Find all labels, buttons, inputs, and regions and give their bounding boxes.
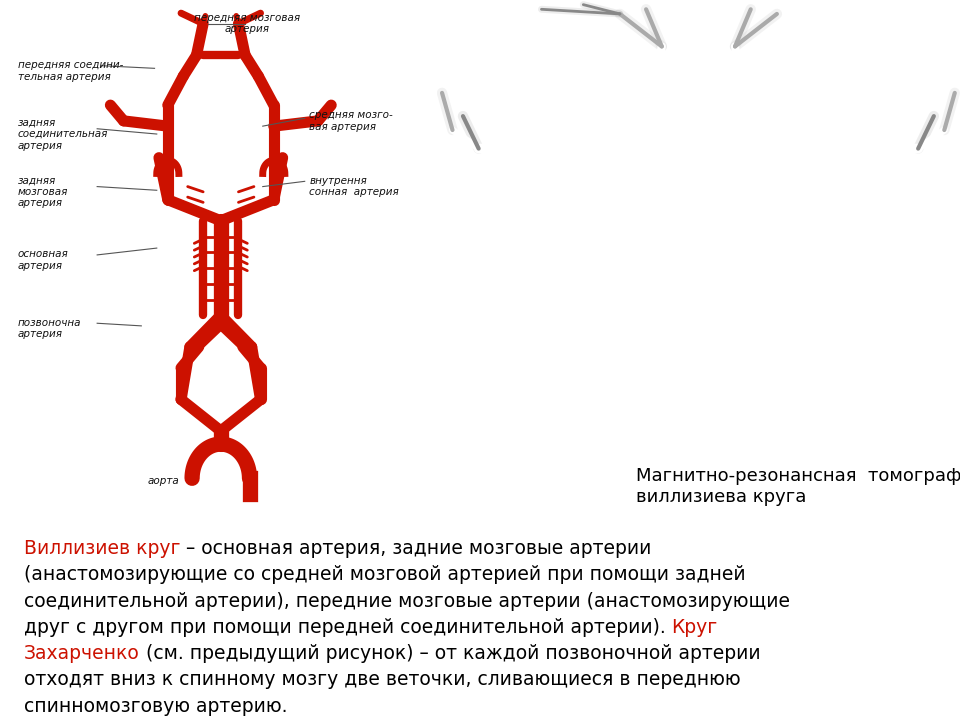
Text: задняя
соединительная
артерия: задняя соединительная артерия <box>17 117 108 150</box>
Text: Захарченко: Захарченко <box>24 644 139 663</box>
Text: спинномозговую артерию.: спинномозговую артерию. <box>24 697 287 716</box>
Text: позвоночна
артерия: позвоночна артерия <box>17 318 82 339</box>
Text: Виллизиев круг: Виллизиев круг <box>24 539 180 558</box>
Text: Магнитно-резонансная  томография
виллизиева круга: Магнитно-резонансная томография виллизие… <box>636 467 960 506</box>
Text: Круг: Круг <box>672 618 718 637</box>
Text: друг с другом при помощи передней соединительной артерии).: друг с другом при помощи передней соедин… <box>24 618 672 637</box>
Text: передняя соедини-
тельная артерия: передняя соедини- тельная артерия <box>17 60 123 82</box>
Text: задняя
мозговая
артерия: задняя мозговая артерия <box>17 175 68 209</box>
Text: (анастомозирующие со средней мозговой артерией при помощи задней: (анастомозирующие со средней мозговой ар… <box>24 565 745 585</box>
Text: средняя мозго-
вая артерия: средняя мозго- вая артерия <box>309 110 393 132</box>
Text: передняя мозговая
артерия: передняя мозговая артерия <box>194 13 300 35</box>
Text: соединительной артерии), передние мозговые артерии (анастомозирующие: соединительной артерии), передние мозгов… <box>24 592 790 611</box>
Text: – основная артерия, задние мозговые артерии: – основная артерия, задние мозговые арте… <box>180 539 652 558</box>
Text: внутрення
сонная  артерия: внутрення сонная артерия <box>309 176 398 197</box>
Text: отходят вниз к спинному мозгу две веточки, сливающиеся в переднюю: отходят вниз к спинному мозгу две веточк… <box>24 670 740 690</box>
Text: основная
артерия: основная артерия <box>17 249 68 271</box>
Text: (см. предыдущий рисунок) – от каждой позвоночной артерии: (см. предыдущий рисунок) – от каждой поз… <box>139 644 760 663</box>
Text: аорта: аорта <box>148 476 180 486</box>
